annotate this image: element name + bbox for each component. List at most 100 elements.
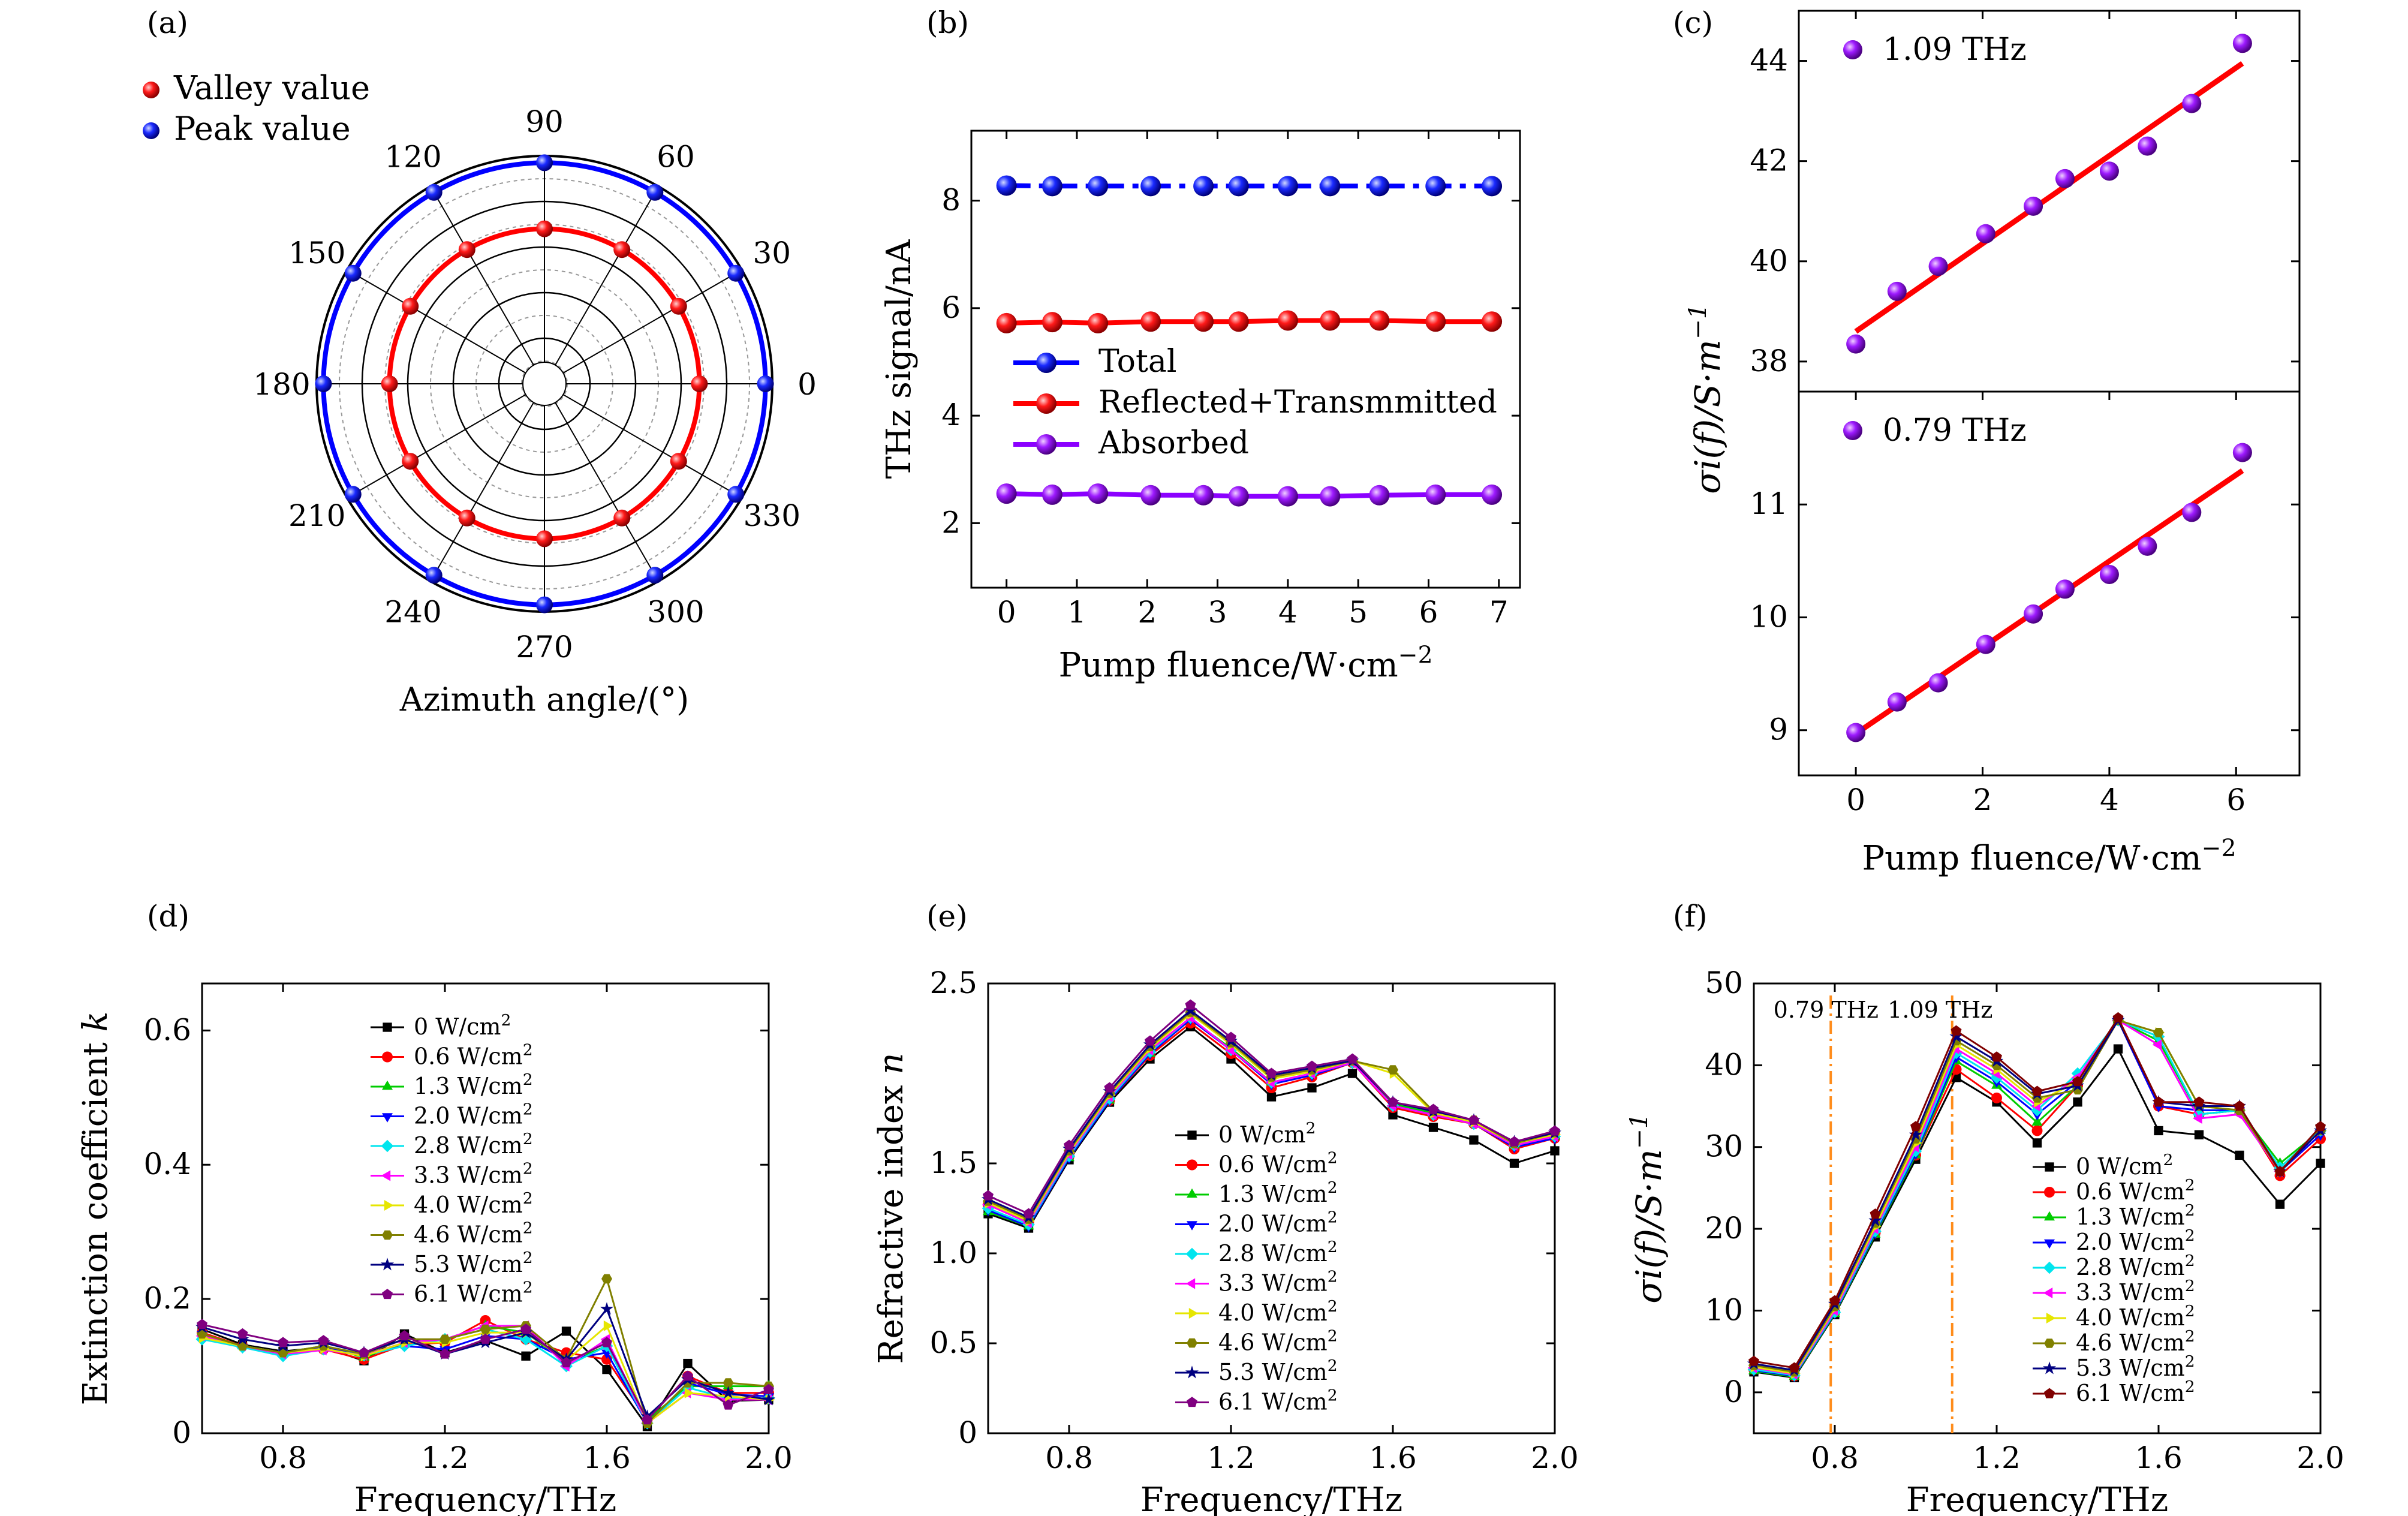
data-point <box>761 1392 776 1406</box>
data-point <box>1266 1067 1277 1078</box>
data-point <box>1277 486 1298 507</box>
data-point <box>2113 1044 2123 1054</box>
polar-point <box>536 220 553 237</box>
data-point <box>1369 485 1390 506</box>
legend-label: Absorbed <box>1098 425 1249 461</box>
y-tick-label-panel-f: 10 <box>1705 1292 1743 1327</box>
legend-marker <box>382 1230 393 1240</box>
polar-point <box>613 241 631 258</box>
data-point <box>1428 1123 1438 1132</box>
data-point <box>1140 311 1161 332</box>
legend-marker <box>1036 393 1056 414</box>
legend-marker <box>2046 1313 2056 1324</box>
fit-line <box>1854 61 2244 334</box>
data-point <box>1369 310 1390 331</box>
legend-marker <box>1187 1130 1197 1140</box>
conductivity-fit-chart: 38 40 42 44 1.09 THz 9 10 11 0 2 4 6 0.79 THz Pump fl… <box>1683 10 2301 878</box>
data-point <box>2031 1104 2043 1117</box>
legend-marker <box>1036 434 1056 455</box>
legend-label: 6.1 W/cm2 <box>1218 1386 1338 1415</box>
polar-point <box>670 297 687 315</box>
data-point <box>399 1330 410 1341</box>
series-line <box>1753 1019 2322 1375</box>
conductivity-spectrum-chart: 0.8 1.2 1.6 2.0 0 10 20 30 40 50 0.79 THz 1.09 THz 0… <box>1624 965 2344 1516</box>
data-point <box>2031 1085 2043 1096</box>
data-point <box>2073 1097 2082 1107</box>
data-point <box>1307 1060 1317 1071</box>
plot-frame-c1 <box>1798 390 2301 777</box>
data-point <box>2138 536 2157 556</box>
polar-point <box>646 567 664 584</box>
legend-label: 2.0 W/cm2 <box>1218 1208 1338 1237</box>
x-axis-label: Frequency/THz <box>354 1481 616 1516</box>
data-point <box>1193 311 1214 332</box>
legend-marker <box>143 82 159 98</box>
series-line <box>1753 1019 2321 1378</box>
fit-line <box>1854 468 2244 736</box>
panel-label-e: (e) <box>926 899 968 934</box>
data-point <box>1549 1125 1560 1136</box>
legend-label: 1.3 W/cm2 <box>414 1070 533 1099</box>
legend-marker <box>1185 1247 1199 1261</box>
data-point <box>1369 176 1390 197</box>
polar-spoke <box>562 394 742 498</box>
data-point <box>1870 1208 1881 1219</box>
legend-label: Valley value <box>173 69 370 107</box>
legend-label: 5.3 W/cm2 <box>2076 1352 2195 1381</box>
series-line <box>1753 1019 2322 1376</box>
data-point <box>2193 1113 2202 1124</box>
data-point <box>197 1319 207 1329</box>
x-tick-label-panel-d: 1.6 <box>583 1440 631 1475</box>
data-point <box>1320 310 1341 331</box>
data-point <box>1976 224 1995 243</box>
polar-point <box>646 184 664 201</box>
data-point <box>1347 1053 1358 1064</box>
data-point <box>1088 176 1109 197</box>
legend-marker <box>382 1289 393 1300</box>
polar-spoke <box>555 186 659 366</box>
data-point <box>723 1399 734 1410</box>
polar-point <box>402 453 419 470</box>
legend-label: 2.8 W/cm2 <box>1218 1238 1338 1267</box>
polar-spoke <box>555 402 659 582</box>
x-tick-label-panel-e: 0.8 <box>1045 1440 1093 1475</box>
polar-spoke <box>562 269 742 374</box>
legend-label: 2.0 W/cm2 <box>414 1100 533 1129</box>
data-point <box>440 1334 450 1344</box>
polar-point <box>727 264 745 282</box>
thz-signal-chart: 0 1 2 3 4 5 6 7 2 4 6 8 Total Reflected+Transmmitted A… <box>880 130 1521 685</box>
polar-spoke <box>430 402 534 582</box>
x-axis-label: Azimuth angle/(°) <box>399 681 689 718</box>
x-axis-label: Frequency/THz <box>1140 1481 1402 1516</box>
polar-angle-label: 0 <box>797 367 817 402</box>
data-point <box>1428 1103 1439 1114</box>
data-point <box>996 483 1017 504</box>
data-point <box>1042 312 1062 333</box>
data-point <box>1949 1029 1963 1043</box>
data-point <box>1909 1127 1923 1141</box>
polar-point <box>315 375 332 392</box>
data-point <box>2099 564 2119 584</box>
polar-angle-label: 270 <box>516 630 573 664</box>
y-tick-label-panel-f: 30 <box>1705 1129 1743 1164</box>
data-point <box>2182 94 2202 113</box>
polar-angle-label: 210 <box>288 498 345 533</box>
data-point <box>1184 1003 1197 1016</box>
legend-label: 0.6 W/cm2 <box>414 1040 533 1069</box>
x-tick-label-b: 7 <box>1489 595 1509 630</box>
data-point <box>1509 1136 1520 1147</box>
legend-marker <box>381 1139 394 1153</box>
data-point <box>2099 161 2119 181</box>
legend-marker <box>381 1170 391 1181</box>
y-tick-label-panel-d: 0 <box>172 1415 191 1450</box>
y-tick-label-panel-f: 20 <box>1705 1211 1743 1246</box>
data-point <box>2193 1096 2205 1107</box>
data-point <box>1088 312 1109 333</box>
data-point <box>983 1190 994 1201</box>
legend-label: 2.8 W/cm2 <box>2076 1252 2195 1280</box>
data-point <box>1320 176 1341 197</box>
data-point <box>2153 1028 2164 1037</box>
y-axis-label: Refractive index n <box>872 1053 911 1364</box>
data-point <box>1042 484 1062 505</box>
